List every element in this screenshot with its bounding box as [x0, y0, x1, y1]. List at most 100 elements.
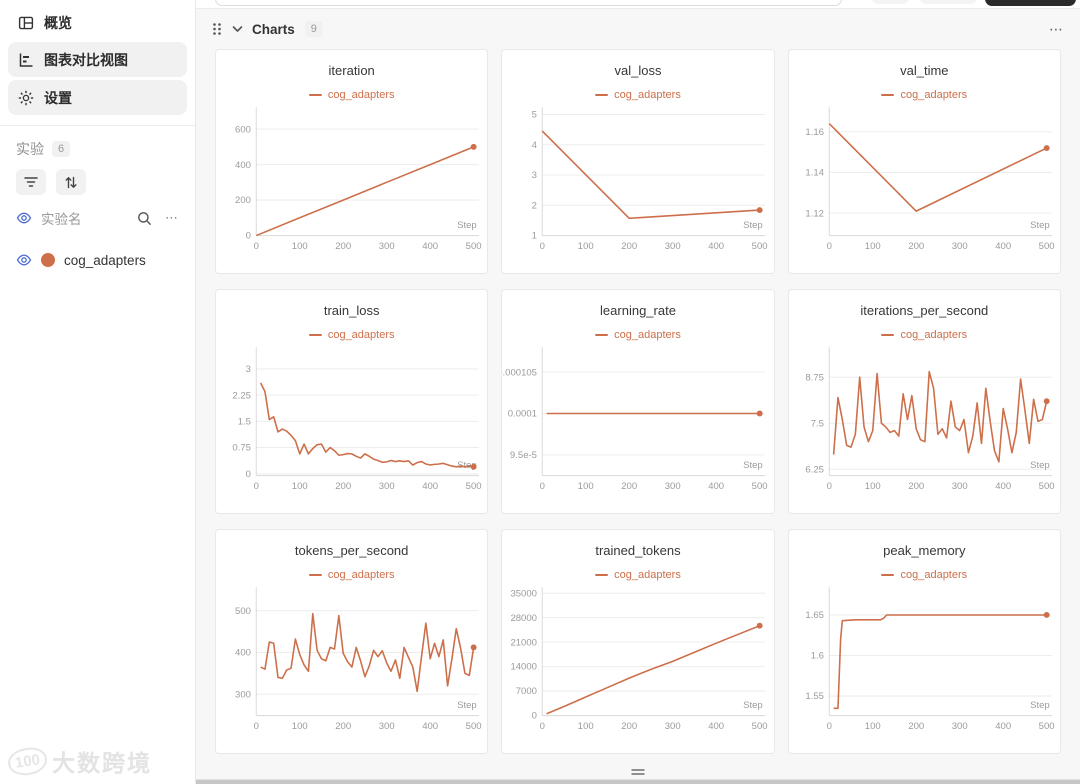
series-endpoint-dot [470, 143, 477, 150]
svg-text:400: 400 [995, 241, 1011, 252]
watermark-brand: 大数跨境 [52, 750, 153, 776]
legend-line-icon [308, 334, 322, 336]
chart-card-iteration[interactable]: iteration cog_adapters 0 200 400 600 0 100 200 30… [215, 49, 489, 274]
chart-legend[interactable]: cog_adapters [216, 329, 487, 341]
chart-plot: 6.25 7.5 8.75 0 100 200 300 400 500 Step [805, 347, 1054, 492]
chart-legend[interactable]: cog_adapters [502, 329, 773, 341]
sidebar-divider [0, 125, 195, 126]
charts-section-title: Charts [252, 21, 295, 37]
settings-gear-icon [18, 90, 34, 105]
svg-text:1.14: 1.14 [805, 168, 824, 179]
svg-text:400: 400 [422, 241, 438, 252]
series-endpoint-dot [757, 207, 763, 214]
chart-title: learning_rate [600, 303, 676, 318]
series-line [542, 130, 761, 220]
svg-text:3: 3 [246, 364, 251, 375]
svg-text:Step: Step [1030, 220, 1050, 231]
chart-title: tokens_per_second [294, 543, 409, 558]
series-endpoint-dot [1043, 145, 1050, 151]
svg-text:400: 400 [709, 481, 725, 492]
chart-card-val_loss[interactable]: val_loss cog_adapters 1 2 3 4 5 0 100 200 300 400 50… [501, 49, 775, 274]
main-area: Charts 9 ⋯ iteration cog_adapters 0 200 400 6… [196, 0, 1080, 784]
experiment-name-label: 实验名 [41, 212, 82, 227]
series-endpoint-dot [1043, 398, 1050, 405]
svg-text:100: 100 [864, 241, 880, 252]
drag-handle-icon[interactable] [212, 22, 222, 36]
chart-card-peak_memory[interactable]: peak_memory cog_adapters 1.55 1.6 1.65 0 100 20… [787, 529, 1061, 754]
chart-legend[interactable]: cog_adapters [502, 569, 773, 581]
chart-title: iterations_per_second [860, 303, 989, 318]
series-endpoint-dot [757, 410, 763, 417]
chart-card-train_loss[interactable]: train_loss cog_adapters 0 0.75 1.5 2.25 3 0 100 2… [215, 289, 489, 514]
svg-text:100: 100 [292, 241, 308, 252]
sort-button[interactable] [56, 169, 86, 195]
svg-text:200: 200 [235, 195, 251, 206]
primary-dark-button[interactable] [985, 0, 1076, 6]
svg-text:0: 0 [254, 721, 259, 732]
experiment-list-menu-icon[interactable]: ⋯ [165, 210, 179, 225]
chart-legend[interactable]: cog_adapters [789, 569, 1060, 581]
charts-menu-icon[interactable]: ⋯ [1049, 20, 1064, 37]
experiment-row[interactable]: cog_adapters [0, 246, 195, 274]
search-icon[interactable] [137, 211, 152, 226]
series-line [833, 614, 1047, 710]
svg-text:1.5: 1.5 [238, 417, 251, 428]
svg-text:100: 100 [292, 721, 308, 732]
chart-card-tokens_per_second[interactable]: tokens_per_second cog_adapters 300 400 500 0 1… [215, 529, 489, 754]
filter-button[interactable] [16, 169, 46, 195]
experiments-label: 实验 [16, 141, 44, 157]
chart-card-iterations_per_second[interactable]: iterations_per_second cog_adapters 6.25 7.5… [787, 289, 1061, 514]
svg-text:21000: 21000 [511, 637, 538, 648]
eye-icon[interactable] [16, 210, 32, 226]
chart-legend[interactable]: cog_adapters [789, 329, 1060, 341]
sidebar-item-settings[interactable]: 设置 [8, 80, 187, 115]
toolbar-button-1[interactable] [872, 0, 909, 4]
svg-text:Step: Step [1030, 700, 1050, 711]
series-endpoint-dot [1043, 612, 1050, 618]
svg-text:0: 0 [826, 721, 831, 732]
svg-text:500: 500 [752, 721, 768, 732]
chart-legend[interactable]: cog_adapters [502, 89, 773, 101]
horizontal-scrollbar[interactable] [196, 780, 1080, 784]
sidebar-item-chart-compare[interactable]: 图表对比视图 [8, 42, 187, 77]
eye-icon[interactable] [16, 252, 32, 268]
chart-title: val_time [900, 63, 949, 78]
charts-count-badge: 9 [304, 21, 323, 37]
chart-card-val_time[interactable]: val_time cog_adapters 1.12 1.14 1.16 0 100 200 3… [787, 49, 1061, 274]
sidebar-item-overview[interactable]: 概览 [8, 7, 187, 39]
series-endpoint-dot [757, 622, 763, 629]
charts-section-header: Charts 9 ⋯ [196, 9, 1080, 49]
svg-text:500: 500 [752, 241, 768, 252]
svg-text:8.75: 8.75 [805, 372, 824, 383]
toolbar-button-2[interactable] [920, 0, 977, 4]
svg-text:Step: Step [743, 700, 763, 711]
chart-plot: 9.5e-5 0.0001 0.000105 0 100 200 300 400 500 Step [502, 347, 768, 492]
legend-line-icon [881, 334, 895, 336]
chart-legend[interactable]: cog_adapters [216, 89, 487, 101]
legend-line-icon [595, 334, 609, 336]
svg-text:1.65: 1.65 [805, 610, 824, 621]
legend-line-icon [881, 574, 895, 576]
watermark-logo: 100 [6, 744, 49, 778]
legend-series-name: cog_adapters [900, 569, 968, 581]
chart-legend[interactable]: cog_adapters [789, 89, 1060, 101]
chart-plot: 0 7000 14000 21000 28000 35000 0 100 200 300 400 50… [511, 587, 768, 732]
svg-text:2: 2 [532, 200, 537, 211]
chevron-down-icon[interactable] [232, 25, 243, 33]
section-resize-handle[interactable] [631, 767, 645, 777]
sidebar-item-label: 设置 [44, 89, 72, 106]
chart-card-learning_rate[interactable]: learning_rate cog_adapters 9.5e-5 0.0001 0.0… [501, 289, 775, 514]
svg-text:0.0001: 0.0001 [508, 409, 537, 420]
series-line [546, 624, 761, 715]
svg-text:2.25: 2.25 [232, 390, 251, 401]
experiment-name-header-row: 实验名 ⋯ [0, 203, 195, 233]
chart-title: peak_memory [883, 543, 966, 558]
search-input[interactable] [215, 0, 842, 6]
svg-text:3: 3 [532, 170, 537, 181]
svg-text:35000: 35000 [511, 588, 538, 599]
chart-legend[interactable]: cog_adapters [216, 569, 487, 581]
chart-card-trained_tokens[interactable]: trained_tokens cog_adapters 0 7000 14000 2100… [501, 529, 775, 754]
svg-text:1: 1 [532, 231, 537, 242]
svg-text:100: 100 [292, 481, 308, 492]
